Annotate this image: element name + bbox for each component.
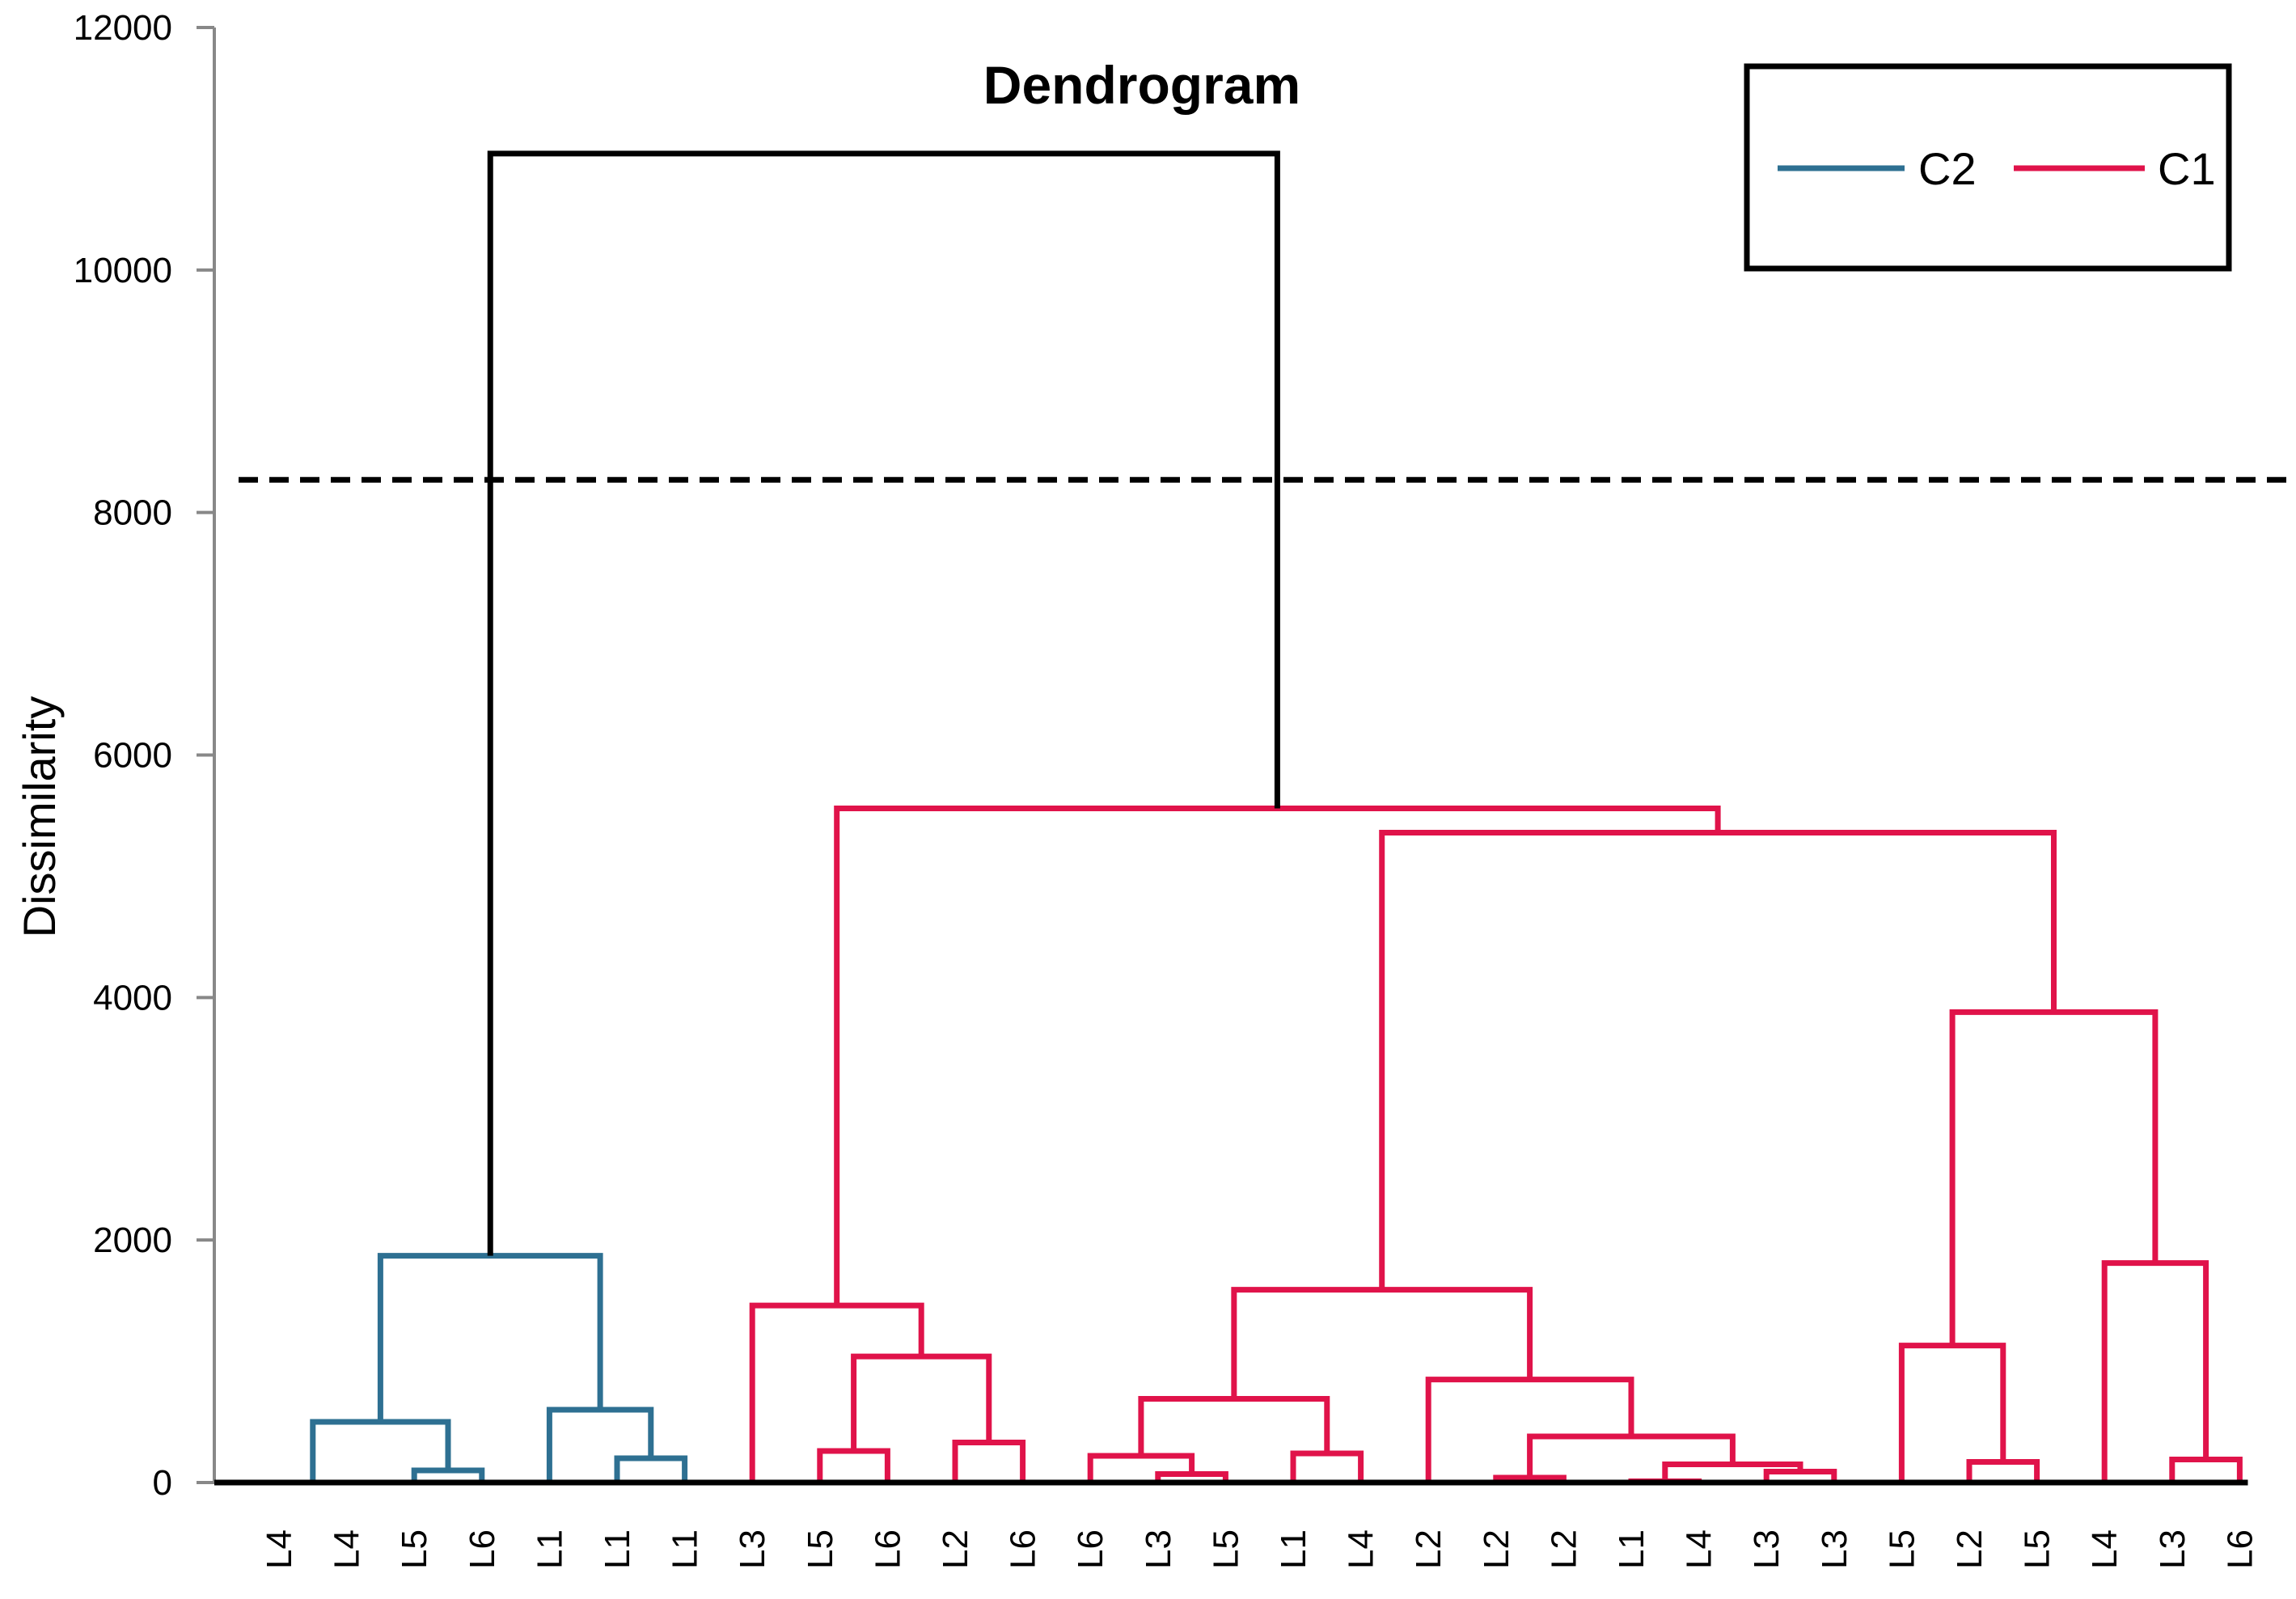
leaf-label: L3 xyxy=(1747,1529,1786,1569)
dendrogram-link-n6 xyxy=(377,1253,603,1423)
leaf-label: L5 xyxy=(395,1529,434,1569)
legend-label-c2: C2 xyxy=(1918,143,1977,194)
leaf-label: L1 xyxy=(530,1529,569,1569)
leaf-label: L3 xyxy=(1815,1529,1854,1569)
y-tick-label: 12000 xyxy=(74,8,172,48)
dendrogram-link-n17 xyxy=(1763,1469,1837,1483)
dendrogram-link-n7 xyxy=(817,1448,890,1483)
legend: C2 C1 xyxy=(1744,63,2232,272)
leaf-label: L1 xyxy=(666,1529,705,1569)
dendrogram-link-n26 xyxy=(1949,1009,2159,1346)
legend-label-c1: C1 xyxy=(2158,143,2216,194)
dendrogram-link-n13 xyxy=(1290,1450,1364,1483)
leaf-label: L6 xyxy=(463,1529,502,1569)
leaf-label: L4 xyxy=(260,1529,299,1569)
dendrogram-link-n29 xyxy=(487,150,1280,1256)
dendrogram-link-n27 xyxy=(1379,829,2057,1290)
dendrogram-link-n28 xyxy=(834,805,1721,1306)
dendrogram-link-n14 xyxy=(1138,1396,1330,1457)
dendrogram-link-n9 xyxy=(851,1353,992,1452)
leaf-labels: L4 L4 L5 L6 L1 L1 L1 L3 L5 L6 L2 L6 L6 L3 L5 L1 L4 L2 L2 L2… xyxy=(260,1529,2260,1569)
leaf-label: L6 xyxy=(868,1529,907,1569)
leaf-label: L2 xyxy=(1409,1529,1448,1569)
leaf-label: L5 xyxy=(1206,1529,1245,1569)
leaf-label: L5 xyxy=(1882,1529,1922,1569)
leaf-label: L1 xyxy=(1274,1529,1313,1569)
leaf-label: L2 xyxy=(1544,1529,1584,1569)
dendrogram-link-n22 xyxy=(1966,1459,2040,1483)
leaf-label: L5 xyxy=(2018,1529,2057,1569)
dendrogram-link-n25 xyxy=(2101,1260,2209,1483)
y-axis-label: Dissimilarity xyxy=(14,696,65,938)
y-tick-label: 8000 xyxy=(93,493,172,533)
dendrogram-link-n11 xyxy=(1155,1471,1228,1483)
y-tick-label: 2000 xyxy=(93,1220,172,1260)
dendrogram-link-n3 xyxy=(310,1419,451,1483)
leaf-label: L5 xyxy=(801,1529,840,1569)
leaf-label: L1 xyxy=(598,1529,637,1569)
dendrogram-link-n10 xyxy=(749,1302,924,1483)
leaf-label: L2 xyxy=(936,1529,975,1569)
leaf-label: L4 xyxy=(2085,1529,2125,1569)
dendrogram-link-n12 xyxy=(1087,1453,1195,1483)
leaf-label: L3 xyxy=(2153,1529,2192,1569)
leaf-label: L4 xyxy=(1342,1529,1381,1569)
y-tick-label: 4000 xyxy=(93,978,172,1017)
dendrogram-link-n5 xyxy=(546,1407,654,1483)
dendrogram-link-n21 xyxy=(1231,1287,1533,1399)
dendrogram-link-n4 xyxy=(614,1455,688,1483)
leaf-label: L2 xyxy=(1477,1529,1516,1569)
leaf-label: L6 xyxy=(2220,1529,2260,1569)
leaf-label: L3 xyxy=(733,1529,772,1569)
y-tick-label: 0 xyxy=(153,1463,172,1503)
dendrogram-link-n2 xyxy=(411,1467,485,1483)
leaf-label: L4 xyxy=(1680,1529,1719,1569)
y-tick-label: 6000 xyxy=(93,736,172,776)
dendrogram-link-n24 xyxy=(2169,1457,2243,1483)
leaf-label: L6 xyxy=(1004,1529,1043,1569)
chart-title: Dendrogram xyxy=(983,55,1300,115)
leaf-label: L2 xyxy=(1950,1529,1989,1569)
dendrogram-link-n19 xyxy=(1527,1433,1736,1478)
dendrogram-link-n8 xyxy=(952,1440,1026,1483)
leaf-label: L3 xyxy=(1139,1529,1178,1569)
dendrogram-links xyxy=(275,150,2248,1486)
leaf-label: L4 xyxy=(328,1529,367,1569)
leaf-label: L6 xyxy=(1071,1529,1110,1569)
leaf-label: L1 xyxy=(1612,1529,1651,1569)
y-tick-label: 10000 xyxy=(74,251,172,290)
